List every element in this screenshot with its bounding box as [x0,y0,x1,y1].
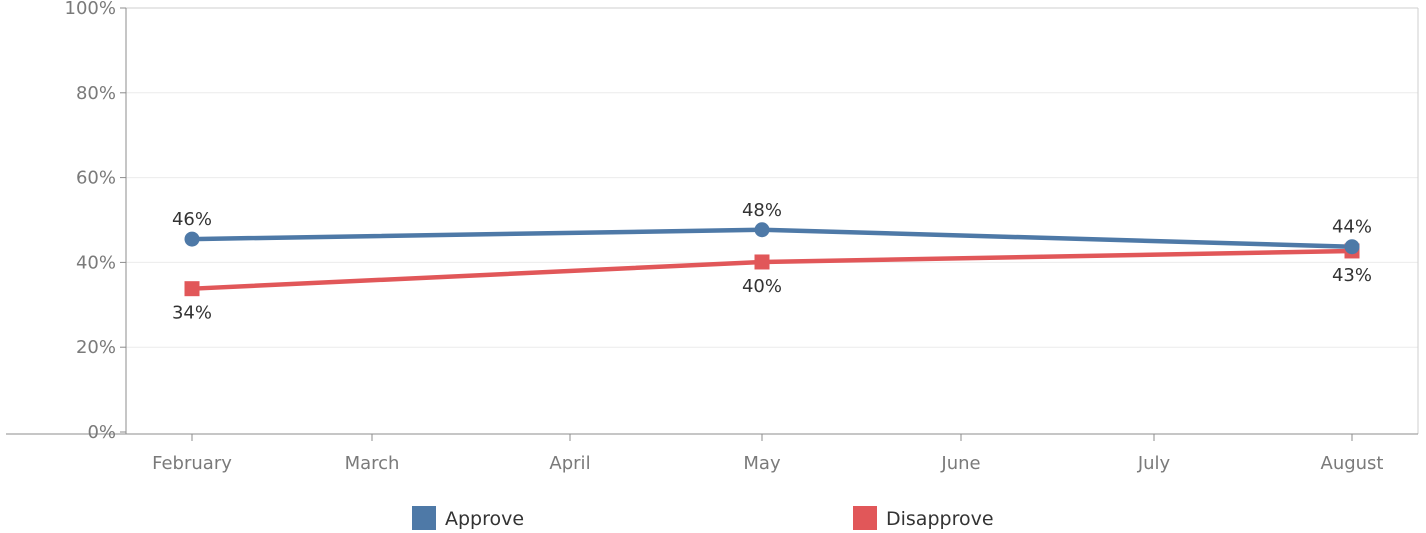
legend-swatch-disapprove [853,506,877,530]
x-tick-label: June [940,453,980,474]
y-tick-label: 40% [76,252,116,273]
data-point-approve [1344,239,1360,255]
y-tick-label: 0% [87,422,116,443]
data-point-approve [184,231,200,247]
x-tick-label: April [549,453,590,474]
data-point-approve [754,222,770,238]
y-tick-label: 80% [76,83,116,104]
legend-label-approve: Approve [445,508,524,530]
y-tick-label: 60% [76,168,116,189]
data-label-approve: 46% [172,209,212,230]
data-label-disapprove: 40% [742,276,782,297]
data-label-approve: 48% [742,200,782,221]
x-tick-label: February [152,453,232,474]
y-tick-label: 20% [76,337,116,358]
data-label-approve: 44% [1332,217,1372,238]
x-tick-label: May [743,453,781,474]
legend-swatch-approve [412,506,436,530]
x-tick-label: March [345,453,400,474]
data-point-disapprove [754,254,770,270]
y-tick-label: 100% [65,0,116,19]
data-label-disapprove: 43% [1332,265,1372,286]
x-tick-label: July [1137,453,1171,474]
data-label-disapprove: 34% [172,303,212,324]
data-point-disapprove [184,281,200,297]
series-line-approve [189,227,1355,249]
x-tick-label: August [1321,453,1384,474]
legend-label-disapprove: Disapprove [886,508,994,530]
